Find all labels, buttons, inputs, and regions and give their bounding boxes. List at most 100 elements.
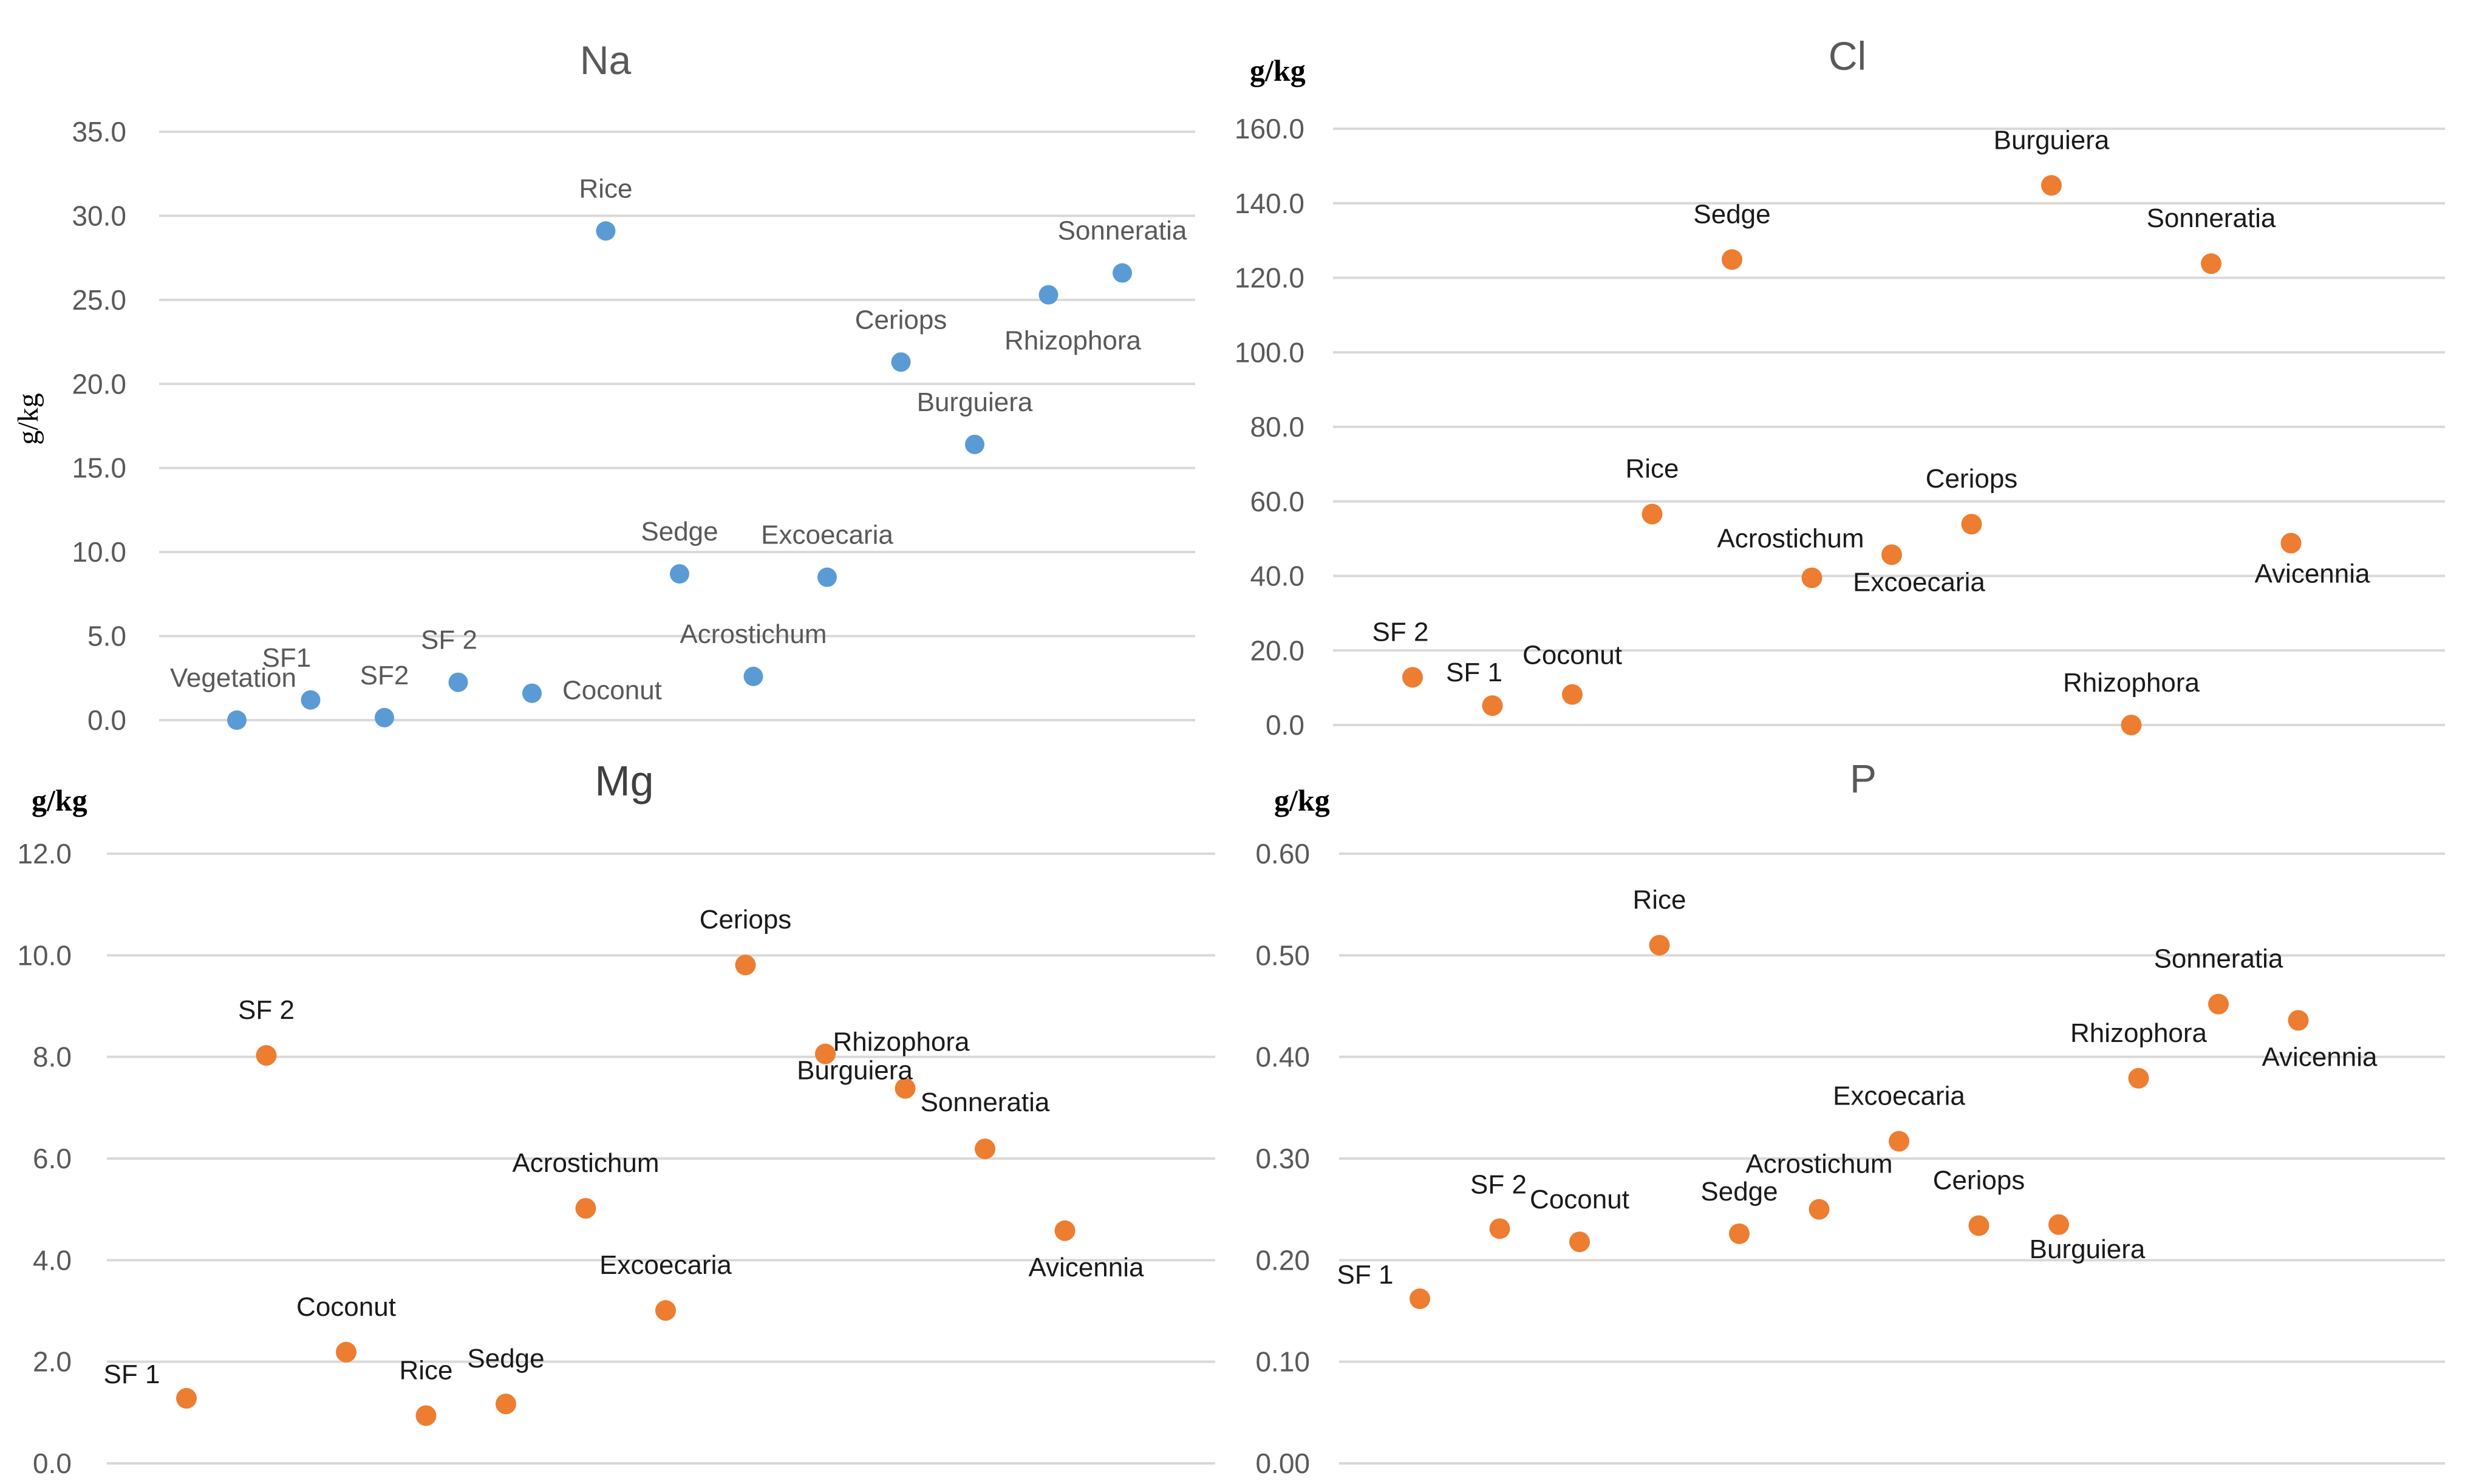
- cl-point-avicennia: [2280, 533, 2302, 554]
- mg-data-label: Burguiera: [797, 1056, 913, 1086]
- p-data-label: Acrostichum: [1745, 1149, 1892, 1179]
- cl-ytick-label: 120.0: [1235, 262, 1304, 294]
- na-point-rice: [596, 221, 616, 241]
- na-data-label: Ceriops: [855, 305, 947, 335]
- mg-data-label: Ceriops: [700, 905, 792, 934]
- cl-ytick-label: 60.0: [1250, 486, 1304, 517]
- mg-ytick-label: 10.0: [17, 939, 72, 971]
- na-data-label: Vegetation: [170, 663, 296, 693]
- p-point-rhizophora: [2128, 1067, 2149, 1089]
- cl-ytick-label: 40.0: [1250, 560, 1304, 592]
- cl-point-sedge: [1722, 249, 1742, 270]
- p-point-sf-2: [1489, 1218, 1510, 1239]
- cl-point-ceriops: [1961, 514, 1982, 535]
- cl-chart: 0.0 20.0 40.0 60.0 80.0 100.0 120.0 140.0 160.0 C…: [1235, 33, 2445, 741]
- na-data-label: SF2: [360, 661, 409, 690]
- na-ytick-label: 20.0: [72, 368, 126, 400]
- cl-data-label: Sonneratia: [2147, 203, 2276, 233]
- cl-point-sf-1: [1482, 695, 1503, 716]
- p-data-label: Burguiera: [2030, 1234, 2146, 1264]
- mg-ytick-label: 0.0: [33, 1448, 72, 1479]
- na-data-label: Rice: [579, 174, 632, 203]
- na-ytick-label: 10.0: [72, 536, 126, 568]
- cl-ytick-label: 20.0: [1250, 635, 1304, 666]
- p-ytick-label: 0.40: [1255, 1041, 1310, 1073]
- cl-data-label: SF 1: [1446, 658, 1502, 687]
- cl-ytick-label: 160.0: [1235, 113, 1304, 145]
- cl-point-coconut: [1562, 684, 1583, 705]
- na-ytick-label: 25.0: [72, 284, 126, 316]
- mg-ytick-label: 8.0: [33, 1041, 72, 1073]
- na-chart: 0.0 5.0 10.0 15.0 20.0 25.0 30.0 35.0 Na g/kg Vege…: [12, 38, 1195, 736]
- na-data-label: Sonneratia: [1058, 216, 1187, 246]
- p-point-acrostichum: [1809, 1199, 1830, 1220]
- cl-data-label: Avicennia: [2255, 559, 2371, 588]
- p-ytick-label: 0.20: [1255, 1244, 1310, 1276]
- p-point-avicennia: [2288, 1010, 2309, 1031]
- p-ytick-label: 0.30: [1255, 1143, 1310, 1174]
- p-chart-title: P: [1850, 756, 1877, 801]
- p-data-label: SF 2: [1470, 1169, 1527, 1199]
- p-ytick-label: 0.50: [1255, 939, 1310, 971]
- na-y-axis-label: g/kg: [12, 393, 44, 444]
- mg-data-label: Sedge: [467, 1344, 544, 1373]
- cl-ytick-label: 100.0: [1235, 336, 1304, 368]
- na-point-coconut: [522, 683, 542, 703]
- na-point-burguiera: [965, 434, 984, 454]
- mg-ytick-label: 6.0: [33, 1143, 72, 1174]
- na-data-label: Rhizophora: [1004, 326, 1142, 356]
- mg-chart-title: Mg: [595, 757, 653, 805]
- na-ytick-label: 35.0: [72, 116, 126, 148]
- p-ytick-label: 0.60: [1255, 838, 1310, 870]
- p-data-label: Sedge: [1700, 1177, 1778, 1207]
- p-point-burguiera: [2048, 1214, 2069, 1235]
- na-data-label: SF 2: [421, 625, 477, 655]
- p-data-label: Coconut: [1530, 1185, 1629, 1214]
- cl-point-acrostichum: [1801, 567, 1822, 588]
- na-point-ceriops: [891, 352, 911, 372]
- cl-chart-title: Cl: [1829, 33, 1866, 78]
- p-data-label: Avicennia: [2262, 1042, 2378, 1072]
- mg-data-label: SF 1: [104, 1360, 160, 1389]
- p-y-axis-label: g/kg: [1274, 783, 1330, 817]
- p-data-label: Rhizophora: [2070, 1018, 2208, 1048]
- mg-point-acrostichum: [575, 1197, 596, 1219]
- mg-point-rice: [415, 1405, 437, 1426]
- na-point-sonneratia: [1113, 263, 1132, 283]
- na-point-excoecaria: [817, 567, 837, 587]
- na-data-label: SF1: [262, 643, 312, 673]
- p-data-label: SF 1: [1337, 1260, 1394, 1290]
- p-chart: 0.00 0.10 0.20 0.30 0.40 0.50 0.60 Pg/kg SF 1 SF …: [1255, 756, 2445, 1479]
- cl-data-label: Rice: [1625, 454, 1679, 484]
- na-ytick-label: 5.0: [87, 621, 126, 652]
- p-data-label: Ceriops: [1933, 1165, 2025, 1195]
- mg-point-excoecaria: [655, 1300, 676, 1321]
- p-ytick-label: 0.10: [1255, 1346, 1310, 1378]
- mg-ytick-label: 2.0: [33, 1346, 72, 1378]
- cl-y-axis-label: g/kg: [1250, 53, 1306, 87]
- cl-point-sonneratia: [2201, 253, 2221, 274]
- mg-point-sonneratia: [975, 1139, 995, 1160]
- cl-data-label: Acrostichum: [1717, 524, 1864, 554]
- na-chart-title: Na: [580, 38, 632, 83]
- na-ytick-label: 0.0: [87, 704, 126, 736]
- cl-ytick-label: 80.0: [1250, 411, 1304, 443]
- p-point-sedge: [1729, 1223, 1750, 1244]
- cl-point-rhizophora: [2121, 715, 2142, 735]
- na-point-vegetation: [227, 710, 247, 730]
- mg-data-label: Coconut: [296, 1292, 396, 1322]
- na-ytick-label: 15.0: [72, 452, 126, 484]
- mg-data-label: Rice: [399, 1355, 452, 1385]
- p-point-coconut: [1569, 1231, 1590, 1253]
- cl-point-rice: [1642, 503, 1663, 525]
- cl-data-label: SF 2: [1372, 617, 1429, 647]
- mg-point-rhizophora: [815, 1043, 836, 1064]
- na-point-acrostichum: [743, 667, 763, 687]
- na-data-label: Excoecaria: [761, 520, 893, 550]
- p-point-ceriops: [1968, 1215, 1989, 1236]
- mg-ytick-label: 4.0: [33, 1244, 72, 1276]
- na-point-sf2: [375, 707, 394, 727]
- mg-data-label: Avicennia: [1029, 1253, 1145, 1282]
- na-point-sf-2: [448, 672, 468, 692]
